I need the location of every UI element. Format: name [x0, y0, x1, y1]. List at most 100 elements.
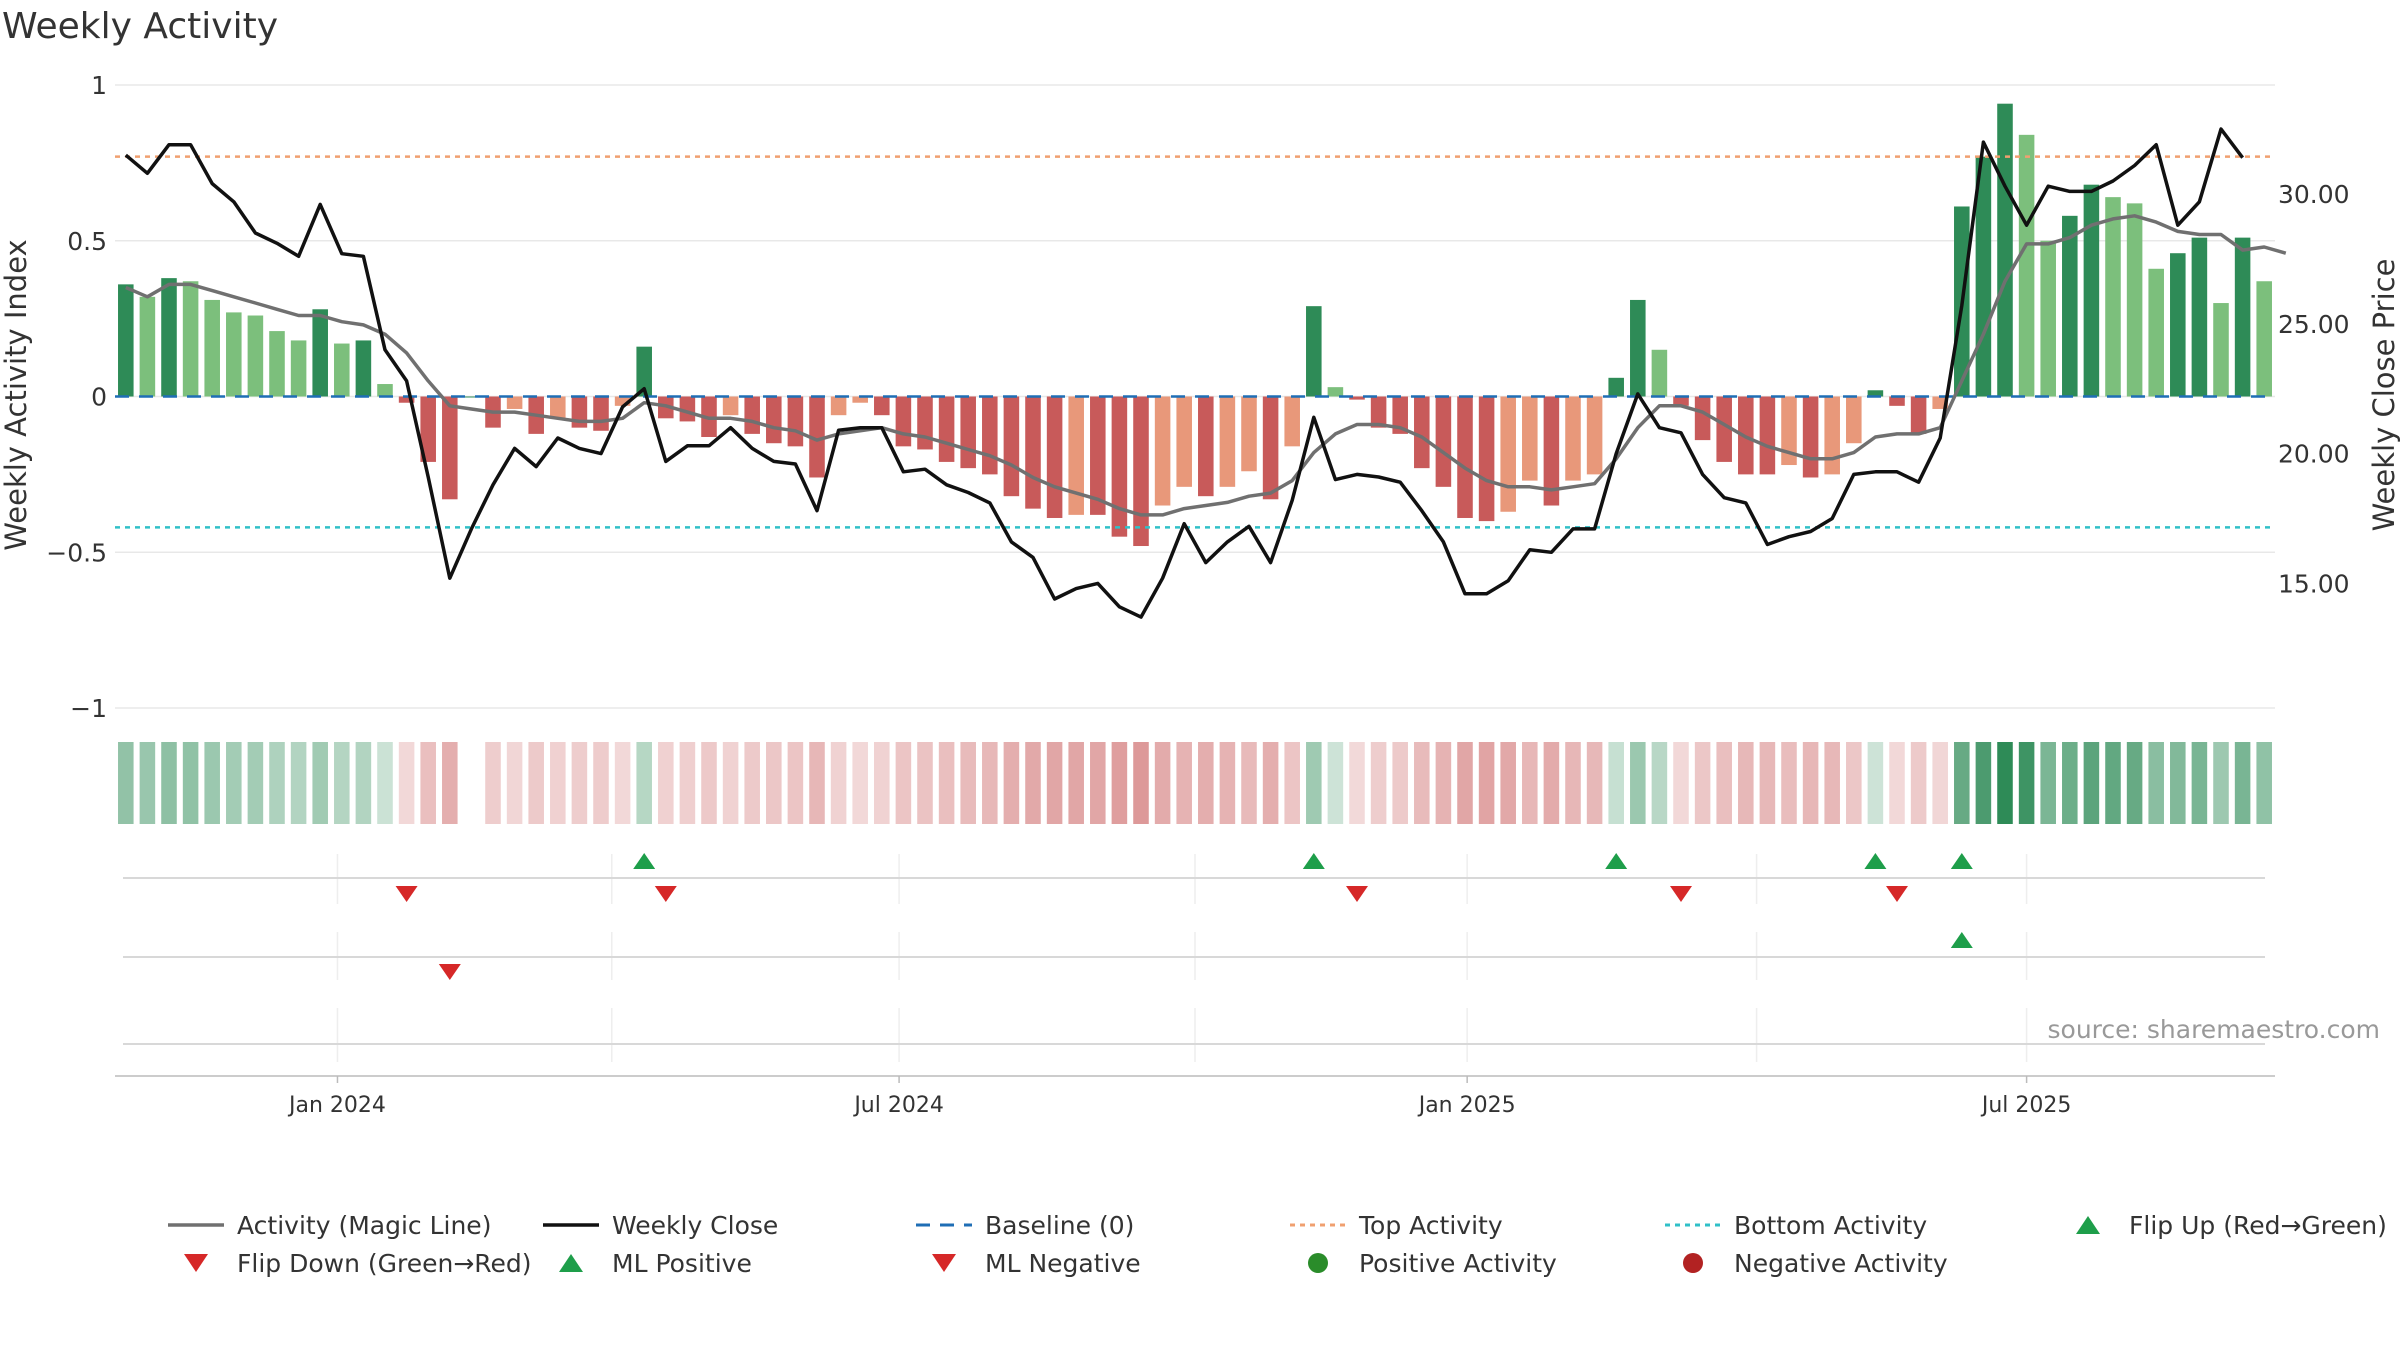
x-tick-label: Jan 2025: [1417, 1093, 1516, 1118]
heat-cell: [118, 742, 134, 824]
activity-bar: [506, 396, 523, 409]
heat-cell: [1284, 742, 1300, 824]
activity-bar: [2191, 237, 2208, 397]
heat-cell: [1522, 742, 1538, 824]
heat-cell: [744, 742, 760, 824]
activity-bar: [1003, 396, 1020, 497]
activity-bar: [1846, 396, 1862, 444]
y2-tick-label: 20.00: [2278, 440, 2350, 469]
activity-bar: [722, 396, 739, 416]
activity-bar: [895, 396, 912, 447]
activity-bar: [1478, 396, 1495, 522]
heat-cell: [1889, 742, 1905, 824]
legend-label: Weekly Close: [612, 1211, 778, 1240]
heat-cell: [355, 742, 372, 824]
heat-cell: [2062, 742, 2078, 824]
activity-bar: [1802, 396, 1819, 478]
activity-bar: [2062, 215, 2078, 397]
heat-cell: [2105, 742, 2121, 824]
flip-up-marker: [1950, 853, 1973, 869]
heat-cell: [1219, 742, 1236, 824]
heat-cell: [2170, 742, 2186, 824]
y-tick-label: −0.5: [46, 538, 107, 567]
activity-bar: [1025, 396, 1041, 509]
activity-bar: [442, 396, 458, 500]
heat-cell: [1651, 742, 1668, 824]
heat-cell: [269, 742, 285, 824]
heat-cell: [1090, 742, 1106, 824]
y2-tick-label: 30.00: [2278, 180, 2350, 209]
activity-bar: [1414, 396, 1430, 469]
heat-cell: [506, 742, 523, 824]
activity-bar: [290, 340, 307, 397]
activity-heat-strip: [118, 742, 2272, 824]
legend-item: Bottom Activity: [1665, 1211, 1927, 1240]
heat-cell: [2040, 742, 2056, 824]
activity-bar: [312, 309, 328, 397]
activity-bar: [1370, 396, 1387, 428]
activity-bar: [2018, 134, 2035, 397]
heat-cell: [1198, 742, 1214, 824]
heat-cell: [960, 742, 976, 824]
activity-bar: [182, 281, 199, 397]
activity-bar: [1975, 156, 1992, 397]
heat-cell: [874, 742, 890, 824]
activity-bar: [593, 396, 609, 431]
heat-cell: [1910, 742, 1927, 824]
heat-cell: [2148, 742, 2164, 824]
flip-up-marker: [1950, 932, 1973, 948]
source-note: source: sharemaestro.com: [2048, 1015, 2381, 1044]
heat-cell: [679, 742, 696, 824]
activity-bar: [355, 340, 372, 397]
activity-bar: [1198, 396, 1214, 497]
heat-cell: [442, 742, 458, 824]
heat-cell: [1262, 742, 1279, 824]
heat-cell: [1327, 742, 1344, 824]
chart-title: Weekly Activity: [2, 6, 278, 47]
flip-down-marker: [395, 886, 418, 902]
activity-bar: [679, 396, 696, 422]
heat-cell: [1716, 742, 1732, 824]
activity-bar: [2256, 281, 2272, 397]
legend-label: Top Activity: [1358, 1211, 1503, 1240]
activity-bar: [226, 312, 242, 397]
heat-cell: [290, 742, 307, 824]
heat-cell: [830, 742, 847, 824]
flip-down-marker: [654, 886, 677, 902]
heat-cell: [1738, 742, 1754, 824]
heat-cell: [701, 742, 717, 824]
legend-label: Bottom Activity: [1734, 1211, 1927, 1240]
activity-bar: [1435, 396, 1452, 487]
heat-cell: [1543, 742, 1560, 824]
heat-cell: [1694, 742, 1711, 824]
activity-bar: [1824, 396, 1840, 475]
heat-cell: [1370, 742, 1387, 824]
legend-item: Top Activity: [1290, 1211, 1503, 1240]
magic-line-series: [125, 214, 2287, 517]
activity-bar: [204, 299, 220, 397]
legend-label: Positive Activity: [1359, 1249, 1557, 1278]
heat-cell: [1954, 742, 1970, 824]
heat-cell: [1500, 742, 1516, 824]
heat-cell: [895, 742, 912, 824]
heat-cell: [1673, 742, 1689, 824]
activity-bar: [1651, 349, 1668, 397]
activity-bar: [161, 278, 177, 397]
heat-cell: [1802, 742, 1819, 824]
heat-cell: [420, 742, 436, 824]
legend-swatch-circle: [1683, 1253, 1703, 1273]
y2-tick-label: 25.00: [2278, 310, 2350, 339]
legend-swatch-circle: [1308, 1253, 1328, 1273]
heat-cell: [2191, 742, 2208, 824]
activity-bar: [463, 396, 480, 398]
legend-swatch-triangle-up: [559, 1254, 583, 1272]
heat-cell: [226, 742, 242, 824]
activity-bar: [766, 396, 782, 444]
heat-cell: [766, 742, 782, 824]
legend-label: Negative Activity: [1734, 1249, 1948, 1278]
activity-bar: [1586, 396, 1603, 475]
flip-up-marker: [633, 853, 656, 869]
heat-cell: [636, 742, 652, 824]
activity-bar: [1241, 396, 1257, 472]
